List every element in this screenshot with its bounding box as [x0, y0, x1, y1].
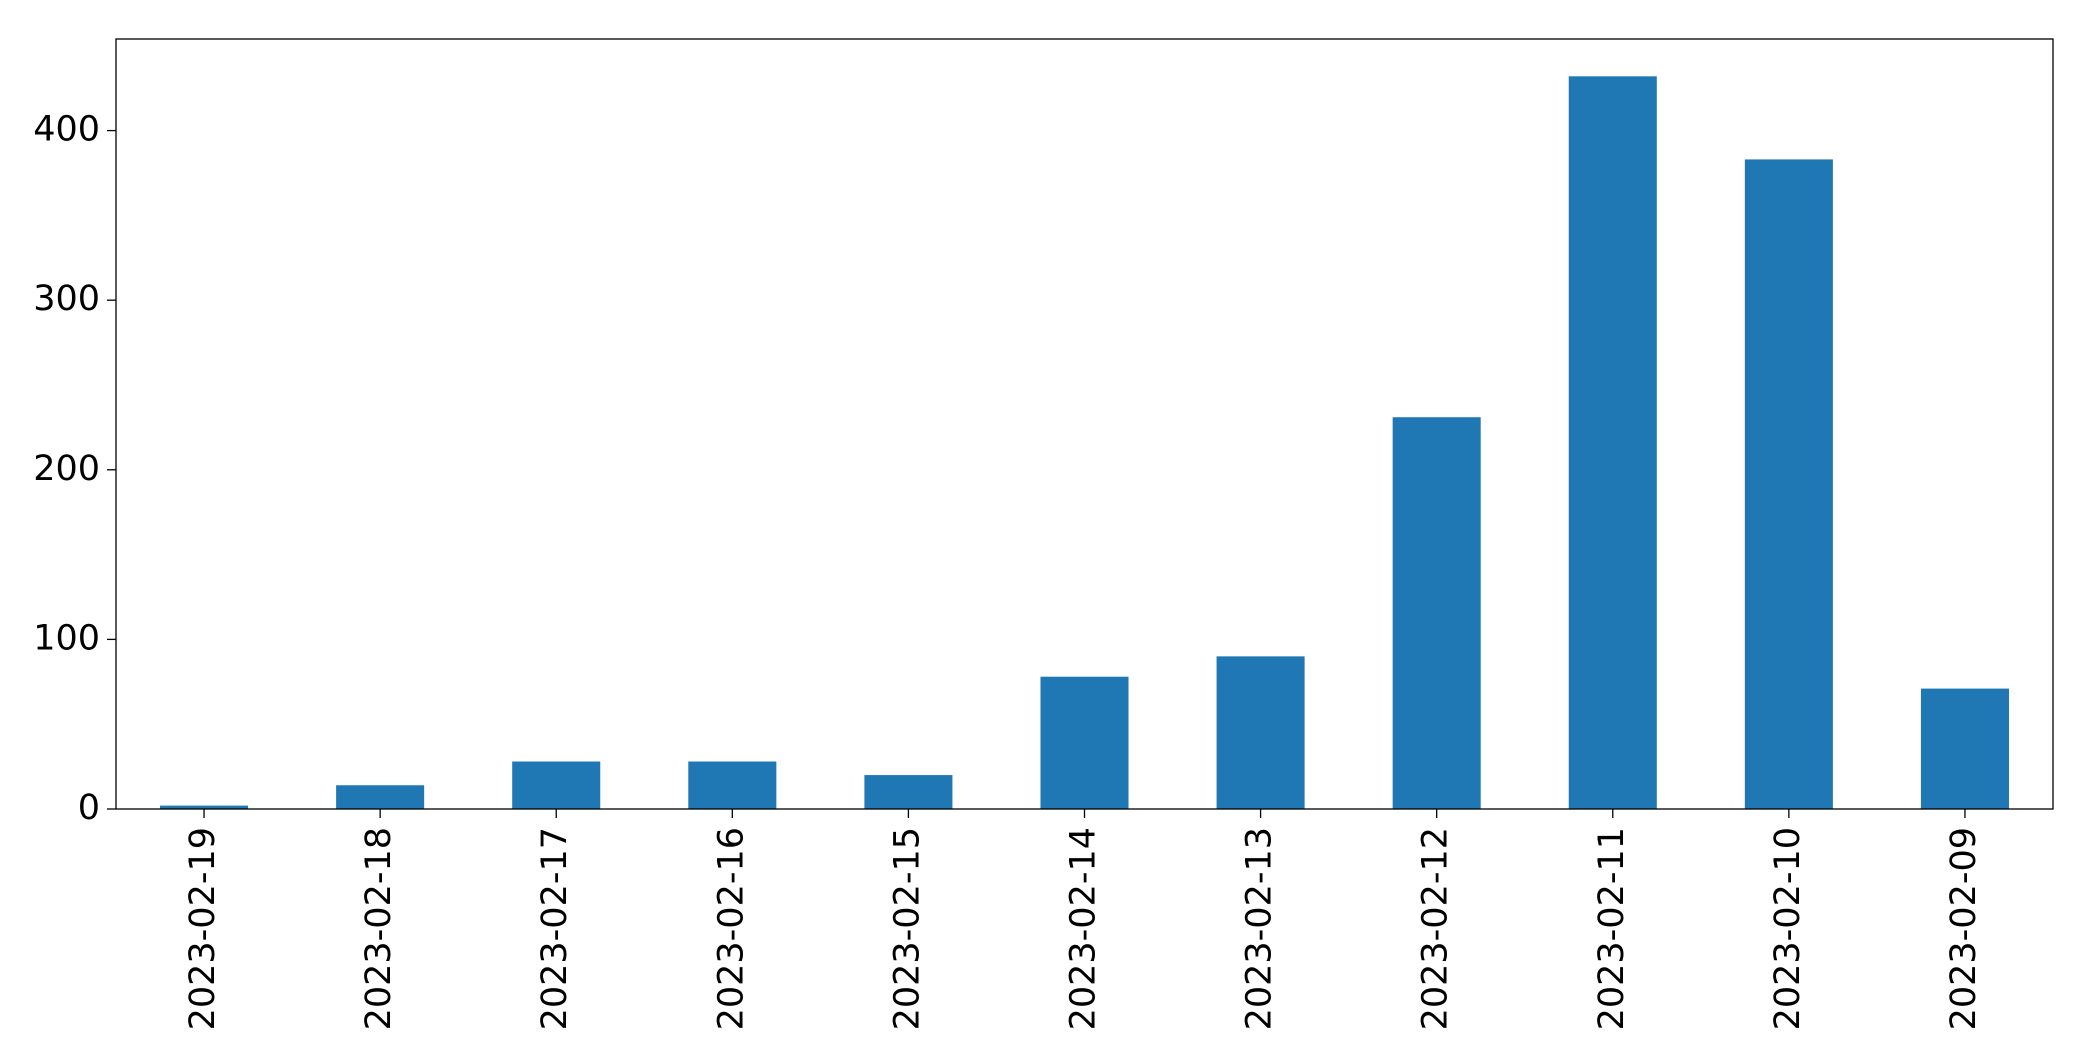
y-tick-label: 300 — [33, 279, 100, 319]
x-tick-label: 2023-02-10 — [1768, 827, 1808, 1030]
bar — [160, 805, 249, 809]
x-tick-label: 2023-02-14 — [1064, 827, 1104, 1030]
y-tick-label: 100 — [33, 618, 100, 658]
bar — [1040, 676, 1129, 809]
x-tick-label: 2023-02-13 — [1240, 827, 1280, 1030]
y-tick-label: 400 — [33, 110, 100, 150]
bar — [512, 761, 601, 809]
x-tick-label: 2023-02-17 — [535, 827, 575, 1030]
bar — [1568, 76, 1657, 810]
x-tick-label: 2023-02-16 — [711, 827, 751, 1030]
y-tick-label: 200 — [33, 449, 100, 489]
x-tick-label: 2023-02-18 — [359, 827, 399, 1030]
bar — [1392, 417, 1481, 809]
bar — [1216, 656, 1305, 809]
x-tick-label: 2023-02-12 — [1416, 827, 1456, 1030]
y-tick-label: 0 — [78, 788, 100, 828]
x-tick-label: 2023-02-19 — [183, 827, 223, 1030]
bar — [688, 761, 777, 809]
bar — [1744, 159, 1833, 809]
bar — [336, 785, 425, 809]
x-tick-label: 2023-02-11 — [1592, 827, 1632, 1030]
plot-frame — [115, 38, 2054, 810]
x-tick-label: 2023-02-15 — [887, 827, 927, 1030]
bar — [864, 775, 953, 809]
x-tick-label: 2023-02-09 — [1944, 827, 1984, 1030]
bar — [1920, 688, 2009, 809]
